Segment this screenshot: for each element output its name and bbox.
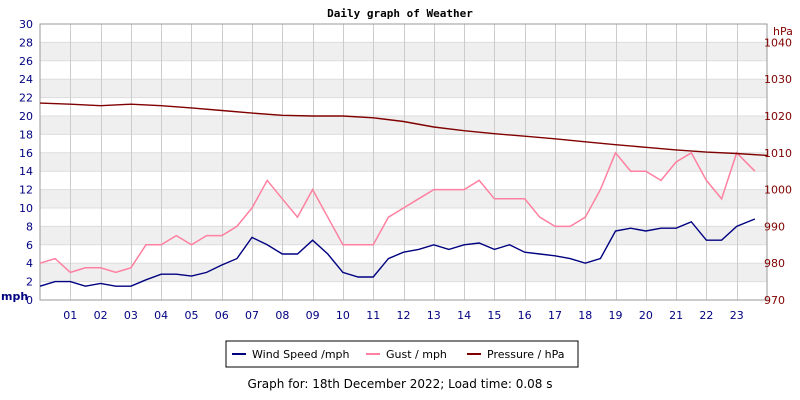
right-tick-label: 1010 [764,147,792,160]
left-tick-label: 30 [19,18,33,31]
left-tick-label: 10 [19,202,33,215]
grid-band [40,42,767,61]
left-tick-label: 12 [19,184,33,197]
x-tick-label: 05 [184,309,198,322]
right-axis-unit: hPa [773,25,793,38]
left-tick-label: 28 [19,36,33,49]
left-tick-label: 14 [19,165,33,178]
right-tick-label: 970 [764,294,785,307]
x-tick-label: 08 [275,309,289,322]
weather-chart: Daily graph of Weather 02468101214161820… [1,7,793,368]
gust-line [39,151,756,274]
series-layer [39,102,768,287]
pressure-line [39,102,768,157]
legend-label-wind: Wind Speed /mph [252,348,350,361]
legend-box [225,340,579,368]
right-tick-label: 1040 [764,36,792,49]
x-tick-label: 20 [639,309,653,322]
right-tick-label: 1020 [764,110,792,123]
left-tick-label: 16 [19,147,33,160]
wind-speed-line [39,218,756,287]
right-tick-label: 1000 [764,184,792,197]
x-tick-label: 21 [669,309,683,322]
grid-band [40,116,767,135]
legend: Wind Speed /mph Gust / mph Pressure / hP… [225,340,579,368]
x-tick-label: 12 [397,309,411,322]
x-tick-label: 16 [518,309,532,322]
right-tick-label: 990 [764,220,785,233]
plot-bands [40,41,767,301]
x-tick-label: 13 [427,309,441,322]
grid-band [40,152,767,172]
x-tick-label: 02 [94,309,108,322]
x-tick-label: 15 [487,309,501,322]
left-tick-label: 8 [26,220,33,233]
left-tick-label: 24 [19,73,33,86]
grid-band [40,79,767,98]
x-tick-label: 01 [63,309,77,322]
x-tick-label: 23 [730,309,744,322]
left-tick-label: 26 [19,55,33,68]
left-tick-label: 20 [19,110,33,123]
x-tick-label: 19 [609,309,623,322]
left-tick-label: 4 [26,257,33,270]
right-axis-ticks: 970 980 990 1000 1010 1020 1030 1040 [764,36,792,307]
legend-label-gust: Gust / mph [386,348,447,361]
x-tick-label: 09 [306,309,320,322]
x-tick-label: 22 [699,309,713,322]
x-tick-label: 10 [336,309,350,322]
left-tick-label: 2 [26,276,33,289]
left-tick-label: 6 [26,239,33,252]
chart-title: Daily graph of Weather [327,7,473,20]
x-tick-label: 14 [457,309,471,322]
x-tick-label: 11 [366,309,380,322]
left-axis-unit: mph [1,290,28,303]
grid-band [40,189,767,208]
legend-label-pressure: Pressure / hPa [487,348,565,361]
x-tick-label: 04 [154,309,168,322]
right-tick-label: 1030 [764,73,792,86]
x-tick-label: 17 [548,309,562,322]
left-tick-label: 22 [19,92,33,105]
graph-footer: Graph for: 18th December 2022; Load time… [247,377,553,391]
right-tick-label: 980 [764,257,785,270]
plot-area-border [39,23,768,301]
left-tick-label: 0 [26,294,33,307]
left-tick-label: 18 [19,128,33,141]
x-axis-ticks: 01 02 03 04 05 06 07 08 09 10 11 12 13 14 15 16 17 18 19 20… [63,309,743,322]
x-tick-label: 18 [578,309,592,322]
x-tick-label: 03 [124,309,138,322]
x-tick-label: 06 [215,309,229,322]
x-tick-label: 07 [245,309,259,322]
